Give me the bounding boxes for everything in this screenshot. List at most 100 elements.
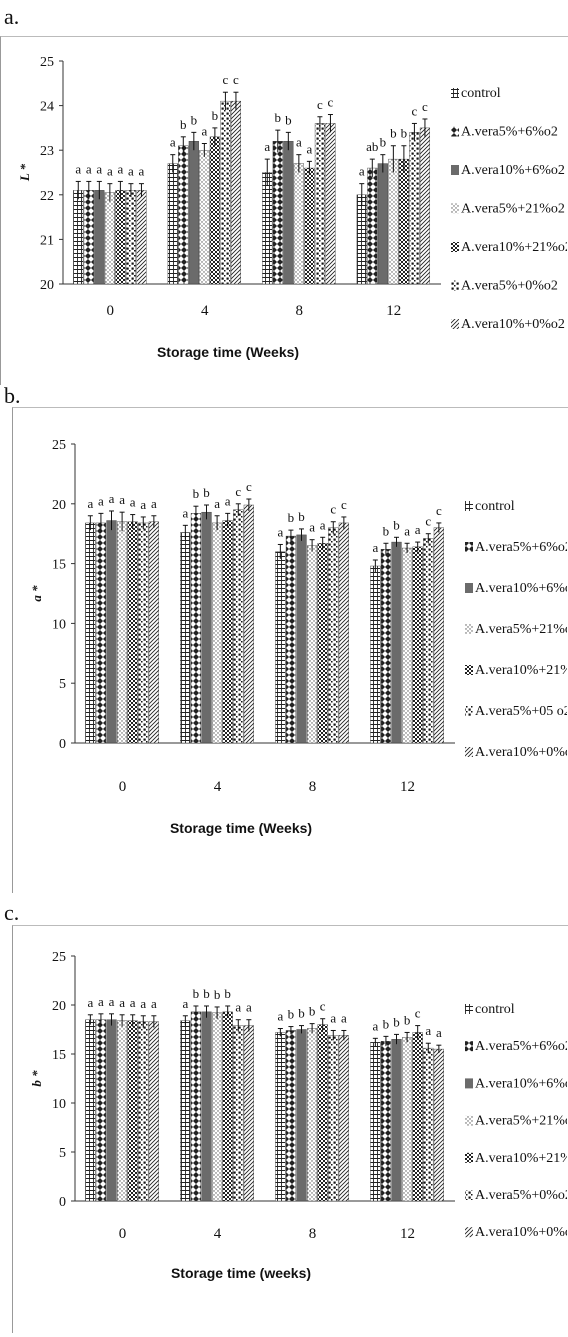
legend-swatch	[465, 706, 473, 716]
y-tick-label: 15	[52, 558, 66, 573]
bar	[377, 163, 388, 285]
legend: control A.vera5%+6%o2 A.vera10%+6%o2 A.vera…	[465, 499, 568, 760]
significance-letter: b	[191, 112, 198, 127]
legend-entry: A.vera5%+21%o2	[461, 202, 565, 217]
significance-letter: c	[235, 484, 241, 499]
significance-letter: a	[436, 1025, 442, 1040]
significance-letter: b	[393, 517, 400, 532]
bar	[338, 522, 349, 744]
bar	[190, 513, 202, 744]
significance-letter: b	[193, 986, 200, 1001]
panel-a: 20 21 22 23 24 25 L * Storage time (Weeks) 0 a a a a…	[0, 36, 568, 385]
significance-letter: a	[225, 493, 231, 508]
bar	[243, 1025, 254, 1202]
significance-letter: a	[341, 1010, 347, 1025]
significance-letter: c	[246, 479, 252, 494]
significance-letter: a	[246, 1000, 252, 1015]
significance-letter: a	[151, 496, 157, 511]
significance-letter: a	[75, 161, 81, 176]
x-tick-label: 12	[386, 303, 401, 319]
bar	[325, 123, 336, 285]
legend-entry: A.vera5%+0%o2	[475, 1188, 567, 1203]
bar	[370, 565, 381, 744]
bar	[398, 158, 409, 285]
significance-letter: b	[285, 112, 292, 127]
bar	[272, 141, 283, 285]
significance-letter: a	[140, 497, 146, 512]
bar	[104, 192, 115, 285]
bar	[106, 1019, 117, 1202]
legend-entry: A.vera5%+0%o2	[461, 279, 558, 294]
significance-letter: a	[404, 523, 410, 538]
bar	[136, 190, 147, 285]
legend-swatch	[465, 501, 473, 511]
x-tick-label: 8	[309, 779, 317, 795]
significance-letter: b	[203, 986, 210, 1001]
legend: control A.vera5%+6%o2 A.vera10%+6%o2 A.vera…	[451, 86, 568, 332]
significance-letter: b	[203, 485, 210, 500]
significance-letter: a	[109, 994, 115, 1009]
bar	[233, 1025, 244, 1202]
x-tick-label: 0	[107, 303, 115, 319]
x-tick-label: 4	[214, 1226, 222, 1242]
significance-letter: a	[87, 496, 93, 511]
bar	[180, 1020, 191, 1202]
bar	[190, 1011, 202, 1202]
legend-entry: A.vera5%+6%o2	[475, 1039, 567, 1054]
significance-letter: b	[275, 110, 282, 125]
significance-letter: a	[107, 164, 113, 179]
significance-letter: b	[383, 1016, 390, 1031]
bar	[230, 100, 242, 285]
bar	[293, 163, 304, 285]
bar	[388, 158, 399, 285]
x-axis-title: Storage time (Weeks)	[170, 820, 312, 836]
bar	[328, 1035, 339, 1202]
bar	[83, 190, 94, 285]
x-axis-title: Storage time (weeks)	[171, 1265, 311, 1281]
bar	[317, 1024, 328, 1202]
legend-swatch	[451, 165, 459, 175]
y-tick-label: 5	[59, 1146, 66, 1161]
legend-swatch	[465, 1078, 473, 1089]
legend-entry: A.vera10%+0%o2	[475, 1225, 567, 1240]
bar	[402, 1037, 413, 1202]
bar	[73, 190, 84, 285]
significance-letter: a	[170, 135, 176, 150]
significance-letter: a	[425, 1023, 431, 1038]
bar	[419, 127, 431, 285]
bar	[243, 504, 254, 744]
significance-letter: a	[277, 1009, 283, 1024]
y-axis-label: L *	[17, 163, 32, 182]
legend-entry: A.vera10%+0%o2	[461, 317, 565, 332]
bar	[285, 1030, 297, 1202]
y-tick-label: 0	[59, 737, 66, 752]
bar	[391, 541, 402, 744]
x-tick-label: 0	[119, 779, 127, 795]
bar	[307, 545, 318, 744]
x-tick-label: 8	[296, 303, 304, 319]
significance-letter: a	[98, 994, 104, 1009]
significance-letter: a	[359, 164, 365, 179]
significance-letter: b	[404, 1012, 411, 1027]
legend-entry: A.vera10%+6%o2	[475, 581, 567, 596]
bar	[402, 547, 413, 744]
bar	[127, 1020, 138, 1202]
legend-swatch	[465, 1041, 473, 1052]
bar	[423, 538, 434, 744]
significance-letter: a	[119, 492, 125, 507]
significance-letter: a	[139, 164, 145, 179]
bar	[433, 1048, 444, 1202]
significance-letter: c	[328, 95, 334, 110]
bar	[180, 532, 191, 744]
legend-swatch	[451, 126, 459, 137]
y-tick-label: 20	[52, 498, 66, 513]
panel-b: 0 5 10 15 20 25 a * Storage time (Weeks) 0 a a a a a a…	[12, 407, 568, 893]
y-axis-label: a *	[29, 585, 44, 602]
y-tick-label: 0	[59, 1195, 66, 1210]
significance-letter: a	[96, 161, 102, 176]
significance-letter: b	[298, 509, 305, 524]
significance-letter: a	[119, 995, 125, 1010]
significance-letter: a	[130, 495, 136, 510]
